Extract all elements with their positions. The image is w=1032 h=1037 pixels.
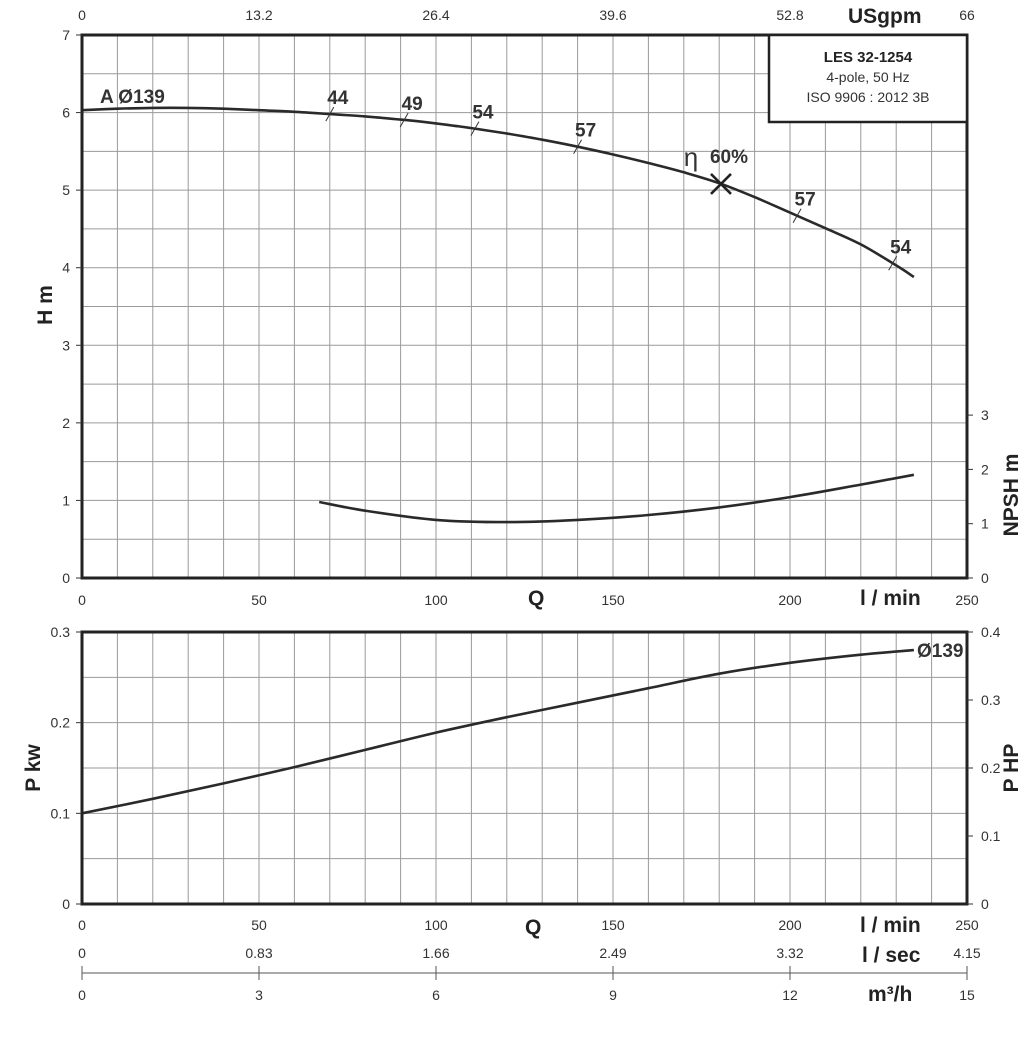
top-x-tick-label: 39.6 [599, 7, 626, 23]
power-y-label: P kw [22, 744, 45, 792]
top-x-tick-label: 52.8 [776, 7, 803, 23]
power-x-unit: l / min [860, 914, 921, 937]
head-y-label: H m [34, 285, 57, 325]
head-x-tick-label: 200 [778, 592, 802, 608]
power-x-tick-label: 250 [955, 917, 979, 933]
lsec-tick-label: 4.15 [953, 945, 980, 961]
legend-box: LES 32-1254 4-pole, 50 Hz ISO 9906 : 201… [767, 33, 969, 124]
efficiency-mark [888, 256, 898, 271]
m3h-tick-label: 3 [255, 987, 263, 1003]
hp-y-tick-label: 0.3 [981, 692, 1001, 708]
head-y-tick-label: 1 [62, 492, 70, 508]
top-x-tick-label: 66 [959, 7, 975, 23]
efficiency-mark [399, 112, 409, 128]
lsec-tick-label: 0.83 [245, 945, 272, 961]
head-x-tick-label: 250 [955, 592, 979, 608]
head-y-tick-label: 6 [62, 105, 70, 121]
bep-eta-symbol: η [684, 142, 698, 172]
npsh-curve [318, 473, 915, 524]
m3h-tick-label: 15 [959, 987, 975, 1003]
head-x-tick-label: 50 [251, 592, 267, 608]
npsh-y-tick-label: 1 [981, 516, 989, 532]
head-y-tick-label: 3 [62, 337, 70, 353]
power-x-tick-label: 200 [778, 917, 802, 933]
efficiency-mark-label: 57 [575, 121, 596, 142]
npsh-y-tick-label: 0 [981, 570, 989, 586]
m3h-tick-label: 12 [782, 987, 798, 1003]
hp-y-tick-label: 0.4 [981, 624, 1001, 640]
npsh-y-label: NPSH m [1000, 454, 1023, 537]
legend-line-1: 4-pole, 50 Hz [826, 69, 909, 85]
efficiency-mark-label: 57 [795, 190, 816, 211]
hp-y-tick-label: 0.2 [981, 760, 1001, 776]
head-x-tick-label: 150 [601, 592, 625, 608]
power-curves: Ø139 [81, 641, 963, 815]
power-x-tick-label: 100 [424, 917, 448, 933]
top-x-tick-label: 26.4 [422, 7, 449, 23]
head-y-tick-label: 4 [62, 260, 70, 276]
head-x-tick-label: 0 [78, 592, 86, 608]
top-x-tick-label: 0 [78, 7, 86, 23]
m3h-tick-label: 0 [78, 987, 86, 1003]
efficiency-mark [573, 139, 583, 154]
lsec-tick-label: 1.66 [422, 945, 449, 961]
m3h-unit: m³/h [868, 983, 912, 1006]
head-curve-label: A Ø139 [100, 87, 165, 108]
efficiency-mark-label: 54 [472, 103, 494, 124]
top-x-unit: USgpm [848, 5, 922, 28]
power-y-tick-label: 0.3 [51, 624, 71, 640]
lsec-tick-label: 0 [78, 945, 86, 961]
head-x-tick-label: 100 [424, 592, 448, 608]
power-chart: Ø139 0 50 100 150 200 25000.10.20.300.10.20.3… [22, 624, 1023, 939]
efficiency-mark [325, 106, 335, 122]
power-curve-label: Ø139 [917, 641, 963, 662]
power-x-tick-label: 150 [601, 917, 625, 933]
head-y-tick-label: 7 [62, 27, 70, 43]
legend-title: LES 32-1254 [824, 49, 913, 66]
power-grid [81, 631, 968, 905]
hp-y-tick-label: 0.1 [981, 828, 1001, 844]
bep-label: 60% [710, 147, 748, 168]
power-x-tick-label: 50 [251, 917, 267, 933]
legend-line-2: ISO 9906 : 2012 3B [807, 89, 930, 105]
bep-cross-b [710, 173, 732, 195]
power-y-tick-label: 0.2 [51, 715, 71, 731]
head-y-tick-label: 5 [62, 182, 70, 198]
legend-box-frame [767, 33, 969, 124]
lsec-unit: l / sec [862, 944, 921, 967]
efficiency-mark-label: 54 [890, 237, 912, 258]
head-y-tick-label: 2 [62, 415, 70, 431]
head-x-unit: l / min [860, 587, 921, 610]
hp-y-label: P HP [1000, 744, 1023, 793]
top-x-tick-label: 13.2 [245, 7, 272, 23]
m3h-tick-label: 6 [432, 987, 440, 1003]
head-curves: A Ø139 44 49 54 57 57 54 η 60% [81, 87, 915, 524]
head-chart-frame [80, 33, 969, 580]
power-y-tick-label: 0.1 [51, 805, 71, 821]
hp-y-tick-label: 0 [981, 896, 989, 912]
power-x-tick-label: 0 [78, 917, 86, 933]
efficiency-mark [470, 121, 480, 136]
efficiency-mark-label: 44 [327, 88, 349, 109]
extra-axes: l / sec m³/h 0 0.83 1.66 2.49 3.32 4.15 0 3 6 9 12… [78, 944, 981, 1006]
lsec-tick-label: 2.49 [599, 945, 626, 961]
head-x-label: Q [528, 587, 544, 610]
head-y-tick-label: 0 [62, 570, 70, 586]
efficiency-mark [792, 208, 802, 223]
power-curve-139 [81, 648, 915, 815]
power-y-tick-label: 0 [62, 896, 70, 912]
lsec-tick-label: 3.32 [776, 945, 803, 961]
npsh-y-tick-label: 2 [981, 461, 989, 477]
power-x-label: Q [525, 916, 541, 939]
npsh-y-tick-label: 3 [981, 407, 989, 423]
efficiency-mark-label: 49 [402, 94, 423, 115]
m3h-tick-label: 9 [609, 987, 617, 1003]
head-curve-a139 [81, 106, 915, 279]
